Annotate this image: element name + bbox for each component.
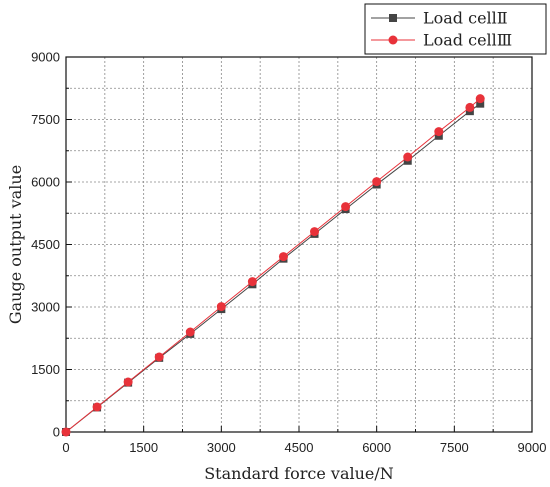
y-axis-label: Gauge output value: [6, 165, 25, 324]
legend-box: [364, 3, 547, 55]
data-point-circle: [434, 127, 444, 137]
data-point-circle: [310, 227, 320, 237]
axis-ticks: 0 1500 3000 4500 6000 7500 9000 0 1500 3000 4500 60…: [31, 50, 546, 456]
data-point-circle: [403, 152, 413, 162]
y-tick-label: 4500: [31, 237, 60, 252]
x-tick-label: 6000: [362, 440, 391, 455]
data-point-circle: [61, 427, 71, 437]
x-tick-label: 9000: [518, 440, 547, 455]
x-tick-label: 4500: [285, 440, 314, 455]
data-point-circle: [465, 102, 475, 112]
data-point-circle: [216, 302, 226, 312]
data-point-circle: [247, 277, 257, 287]
data-point-circle: [154, 352, 164, 362]
y-tick-label: 9000: [31, 50, 60, 65]
x-tick-label: 7500: [440, 440, 469, 455]
data-point-circle: [372, 177, 382, 187]
data-point-circle: [278, 252, 288, 262]
y-tick-label: 0: [53, 425, 60, 440]
legend-label-series-2: Load cellⅢ: [423, 31, 512, 50]
legend-marker-series-2: [388, 35, 398, 45]
y-tick-label: 6000: [31, 175, 60, 190]
x-tick-label: 3000: [207, 440, 236, 455]
data-point-circle: [475, 94, 485, 104]
y-tick-label: 1500: [31, 362, 60, 377]
series-1: [62, 99, 485, 436]
y-tick-label: 7500: [31, 112, 60, 127]
x-axis-label: Standard force value/N: [204, 464, 394, 483]
data-point-circle: [92, 402, 102, 412]
legend: Load cellⅡ Load cellⅢ: [364, 3, 547, 55]
legend-label-series-1: Load cellⅡ: [423, 9, 508, 28]
data-point-square: [476, 99, 485, 108]
data-point-circle: [123, 377, 133, 387]
data-point-circle: [341, 202, 351, 212]
series-layer: [61, 94, 485, 437]
x-tick-label: 1500: [129, 440, 158, 455]
x-tick-label: 0: [62, 440, 69, 455]
y-tick-label: 3000: [31, 300, 60, 315]
legend-marker-series-1: [389, 14, 397, 22]
series-2: [61, 94, 485, 437]
data-point-circle: [185, 327, 195, 337]
